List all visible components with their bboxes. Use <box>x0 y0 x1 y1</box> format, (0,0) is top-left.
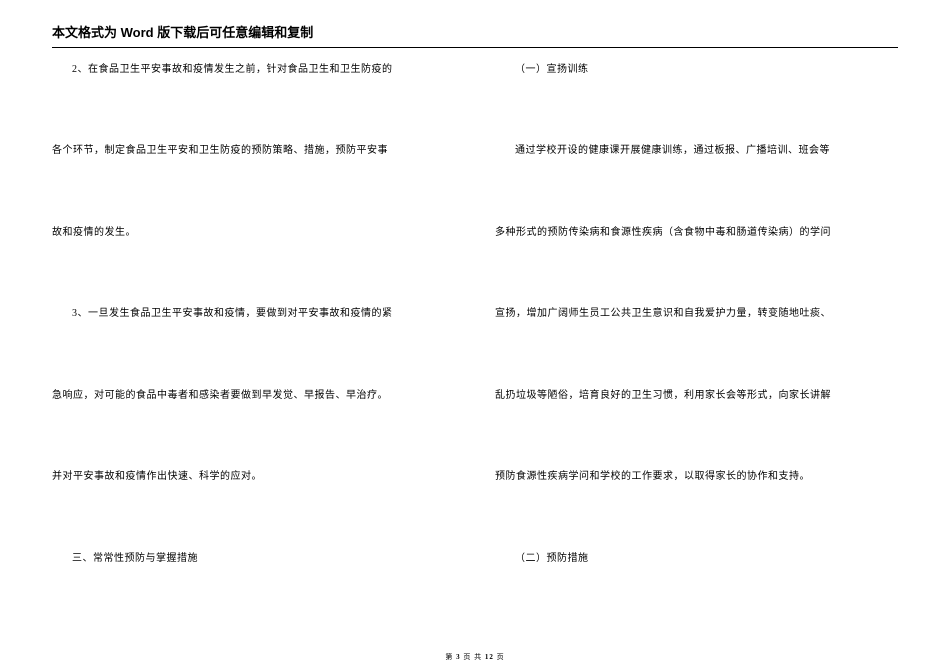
right-para-2: 通过学校开设的健康课开展健康训练，通过板报、广播培训、班会等 <box>495 143 898 159</box>
header-underline <box>52 47 898 48</box>
right-column: （一）宣扬训练 通过学校开设的健康课开展健康训练，通过板报、广播培训、班会等 多… <box>495 62 898 632</box>
footer-suffix: 页 <box>497 653 505 661</box>
page-footer: 第 3 页 共 12 页 <box>0 652 950 662</box>
right-para-5: 乱扔垃圾等陋俗，培育良好的卫生习惯，利用家长会等形式，向家长讲解 <box>495 388 898 404</box>
left-para-4: 3、一旦发生食品卫生平安事故和疫情，要做到对平安事故和疫情的紧 <box>52 306 455 322</box>
right-para-3: 多种形式的预防传染病和食源性疾病（含食物中毒和肠道传染病）的学问 <box>495 225 898 241</box>
left-para-7: 三、常常性预防与掌握措施 <box>52 551 455 567</box>
left-column: 2、在食品卫生平安事故和疫情发生之前，针对食品卫生和卫生防疫的 各个环节，制定食… <box>52 62 455 632</box>
footer-prefix: 第 <box>445 653 453 661</box>
right-para-6: 预防食源性疾病学问和学校的工作要求，以取得家长的协作和支持。 <box>495 469 898 485</box>
left-para-3: 故和疫情的发生。 <box>52 225 455 241</box>
left-para-2: 各个环节，制定食品卫生平安和卫生防疫的预防策略、措施，预防平安事 <box>52 143 455 159</box>
right-para-1: （一）宣扬训练 <box>495 62 898 78</box>
footer-current-page: 3 <box>456 653 461 661</box>
content-area: 2、在食品卫生平安事故和疫情发生之前，针对食品卫生和卫生防疫的 各个环节，制定食… <box>52 62 898 632</box>
left-para-1: 2、在食品卫生平安事故和疫情发生之前，针对食品卫生和卫生防疫的 <box>52 62 455 78</box>
left-para-6: 并对平安事故和疫情作出快速、科学的应对。 <box>52 469 455 485</box>
page-header: 本文格式为 Word 版下载后可任意编辑和复制 <box>52 22 898 48</box>
footer-mid: 页 共 <box>463 653 482 661</box>
footer-total-pages: 12 <box>485 653 494 661</box>
header-title: 本文格式为 Word 版下载后可任意编辑和复制 <box>52 22 898 45</box>
left-para-5: 急响应，对可能的食品中毒者和感染者要做到早发觉、早报告、早治疗。 <box>52 388 455 404</box>
right-para-7: （二）预防措施 <box>495 551 898 567</box>
right-para-4: 宣扬，增加广阔师生员工公共卫生意识和自我爱护力量，转变随地吐痰、 <box>495 306 898 322</box>
